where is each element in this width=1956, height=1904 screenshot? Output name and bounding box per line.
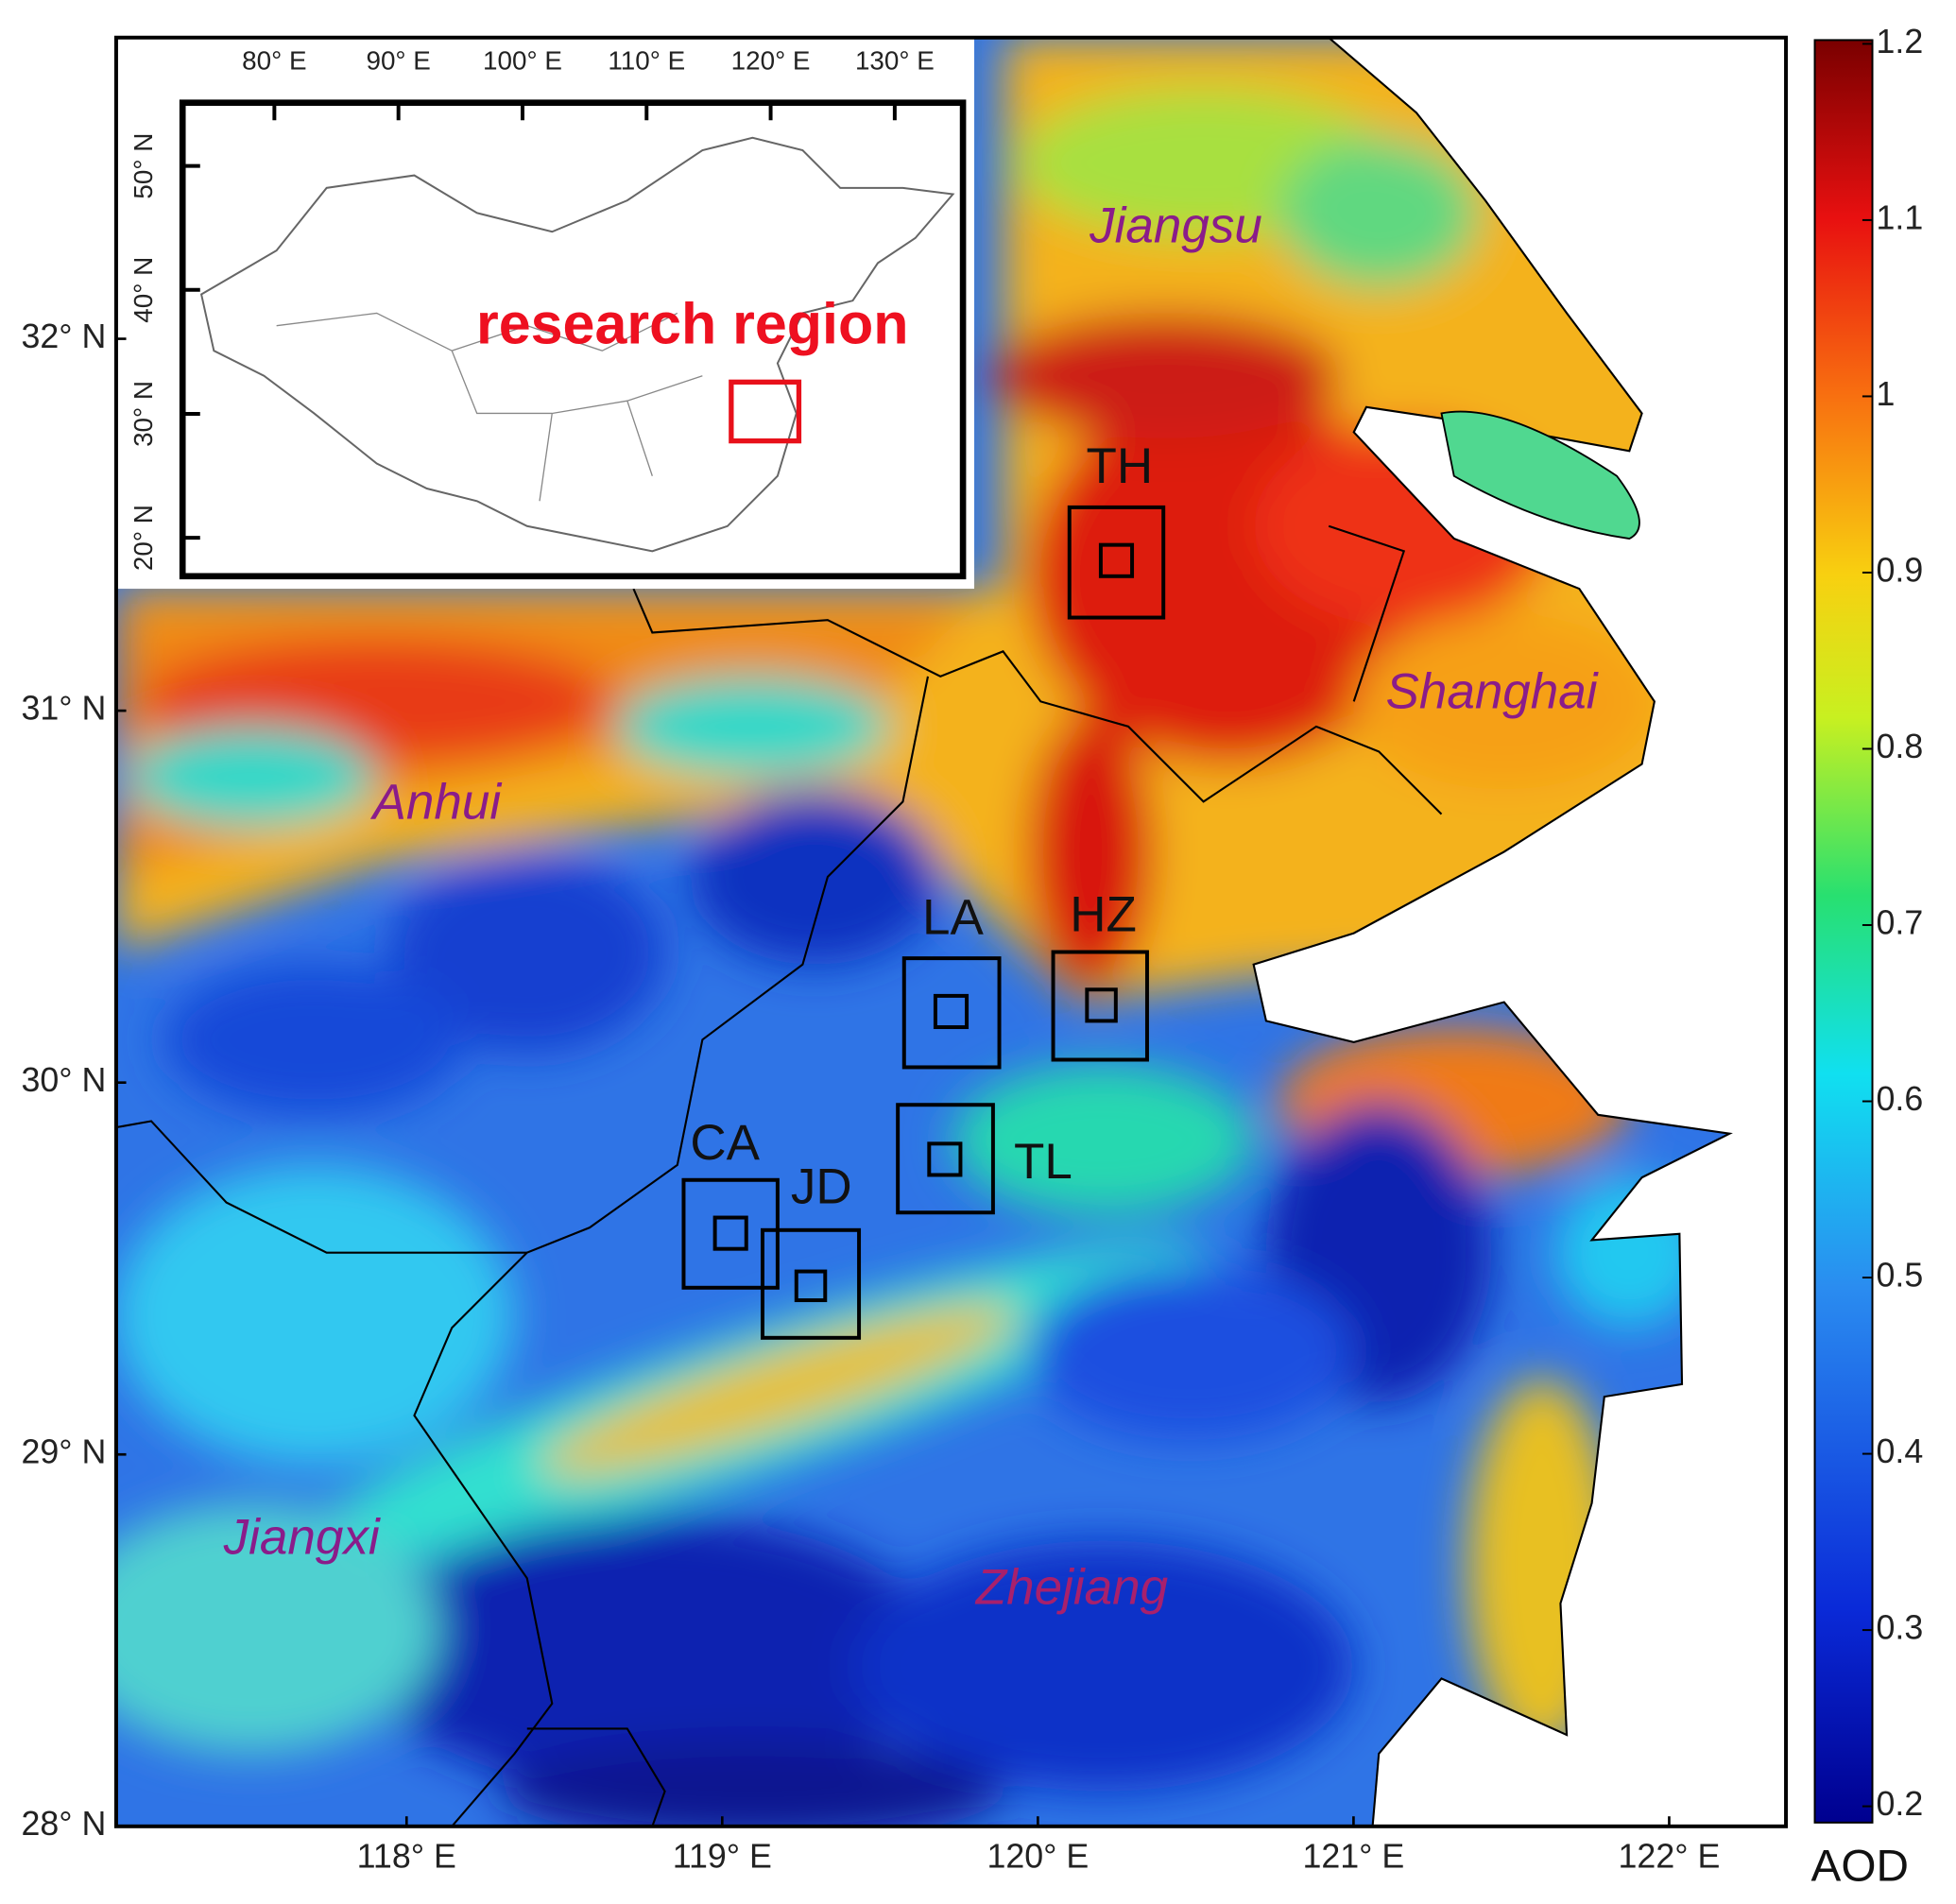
- y-tick-label: 31° N: [21, 690, 106, 728]
- region-label: Anhui: [370, 774, 503, 830]
- y-tick-label: 32° N: [21, 317, 106, 355]
- province-border: [1328, 524, 1406, 702]
- site-box: [681, 1177, 780, 1290]
- province-border: [115, 1120, 527, 1254]
- inset-background: [115, 37, 975, 590]
- inset-x-tick-label: 120° E: [731, 46, 811, 76]
- inset-y-tick-label: 20° N: [129, 505, 158, 571]
- colorbar: [1813, 39, 1874, 1824]
- inset-y-tick-label: 40° N: [129, 257, 158, 323]
- site-label: CA: [690, 1115, 760, 1171]
- site-box: [760, 1227, 862, 1340]
- site-box: [901, 956, 1002, 1070]
- province-border: [632, 588, 1443, 815]
- inset-y-tick-label: 50° N: [129, 133, 158, 199]
- site-box: [1085, 987, 1118, 1023]
- colorbar-tick-label: 0.8: [1876, 728, 1923, 765]
- site-label: JD: [791, 1158, 852, 1214]
- colorbar-tick-label: 0.5: [1876, 1256, 1923, 1294]
- site-box: [794, 1269, 828, 1303]
- inset-label: research region: [476, 291, 908, 355]
- site-label: TL: [1014, 1134, 1072, 1190]
- y-tick-label: 30° N: [21, 1061, 106, 1099]
- x-tick-label: 122° E: [1619, 1838, 1721, 1876]
- colorbar-tick-label: 1: [1876, 375, 1895, 413]
- site-box: [1051, 950, 1149, 1062]
- colorbar-tick-label: 0.3: [1876, 1609, 1923, 1647]
- inset-x-tick-label: 100° E: [483, 46, 562, 76]
- region-label: Zhejiang: [974, 1560, 1169, 1616]
- colorbar-tick-label: 1.1: [1876, 198, 1923, 236]
- colorbar-tick-label: 1.2: [1876, 23, 1923, 60]
- site-box: [1067, 505, 1166, 620]
- region-label: Shanghai: [1385, 664, 1598, 720]
- map-frame: [113, 35, 1789, 1828]
- colorbar-tick-label: 0.6: [1876, 1080, 1923, 1118]
- colorbar-tick-label: 0.7: [1876, 903, 1923, 941]
- inset-x-tick-label: 90° E: [366, 46, 430, 76]
- research-box: [729, 379, 802, 444]
- province-lines: [276, 312, 703, 502]
- inset-frame: [179, 99, 967, 580]
- site-label: LA: [922, 889, 984, 945]
- colorbar-tick-label: 0.9: [1876, 551, 1923, 589]
- y-tick-label: 28° N: [21, 1805, 106, 1843]
- colorbar-label: AOD: [1811, 1841, 1909, 1891]
- inset-y-tick-label: 30° N: [129, 381, 158, 447]
- site-box: [933, 993, 969, 1030]
- x-tick-label: 119° E: [673, 1838, 772, 1876]
- y-tick-label: 29° N: [21, 1433, 106, 1471]
- site-box: [896, 1103, 995, 1215]
- region-label: Jiangsu: [1089, 198, 1262, 254]
- site-label: TH: [1086, 438, 1153, 494]
- site-label: HZ: [1070, 887, 1137, 943]
- colorbar-tick-label: 0.4: [1876, 1432, 1923, 1470]
- inset-x-tick-label: 110° E: [608, 46, 685, 76]
- sites: [681, 505, 1166, 1340]
- province-border: [413, 676, 930, 1827]
- region-label: Jiangxi: [223, 1510, 381, 1566]
- province-border: [526, 1727, 666, 1827]
- china-outline: [199, 136, 955, 553]
- inset-x-tick-label: 130° E: [855, 46, 935, 76]
- x-tick-label: 120° E: [987, 1838, 1089, 1876]
- site-box: [1098, 542, 1135, 578]
- site-box: [927, 1141, 963, 1177]
- site-box: [712, 1215, 748, 1251]
- inset-x-tick-label: 80° E: [242, 46, 306, 76]
- x-tick-label: 118° E: [357, 1838, 456, 1876]
- colorbar-tick-label: 0.2: [1876, 1785, 1923, 1823]
- x-tick-label: 121° E: [1302, 1838, 1404, 1876]
